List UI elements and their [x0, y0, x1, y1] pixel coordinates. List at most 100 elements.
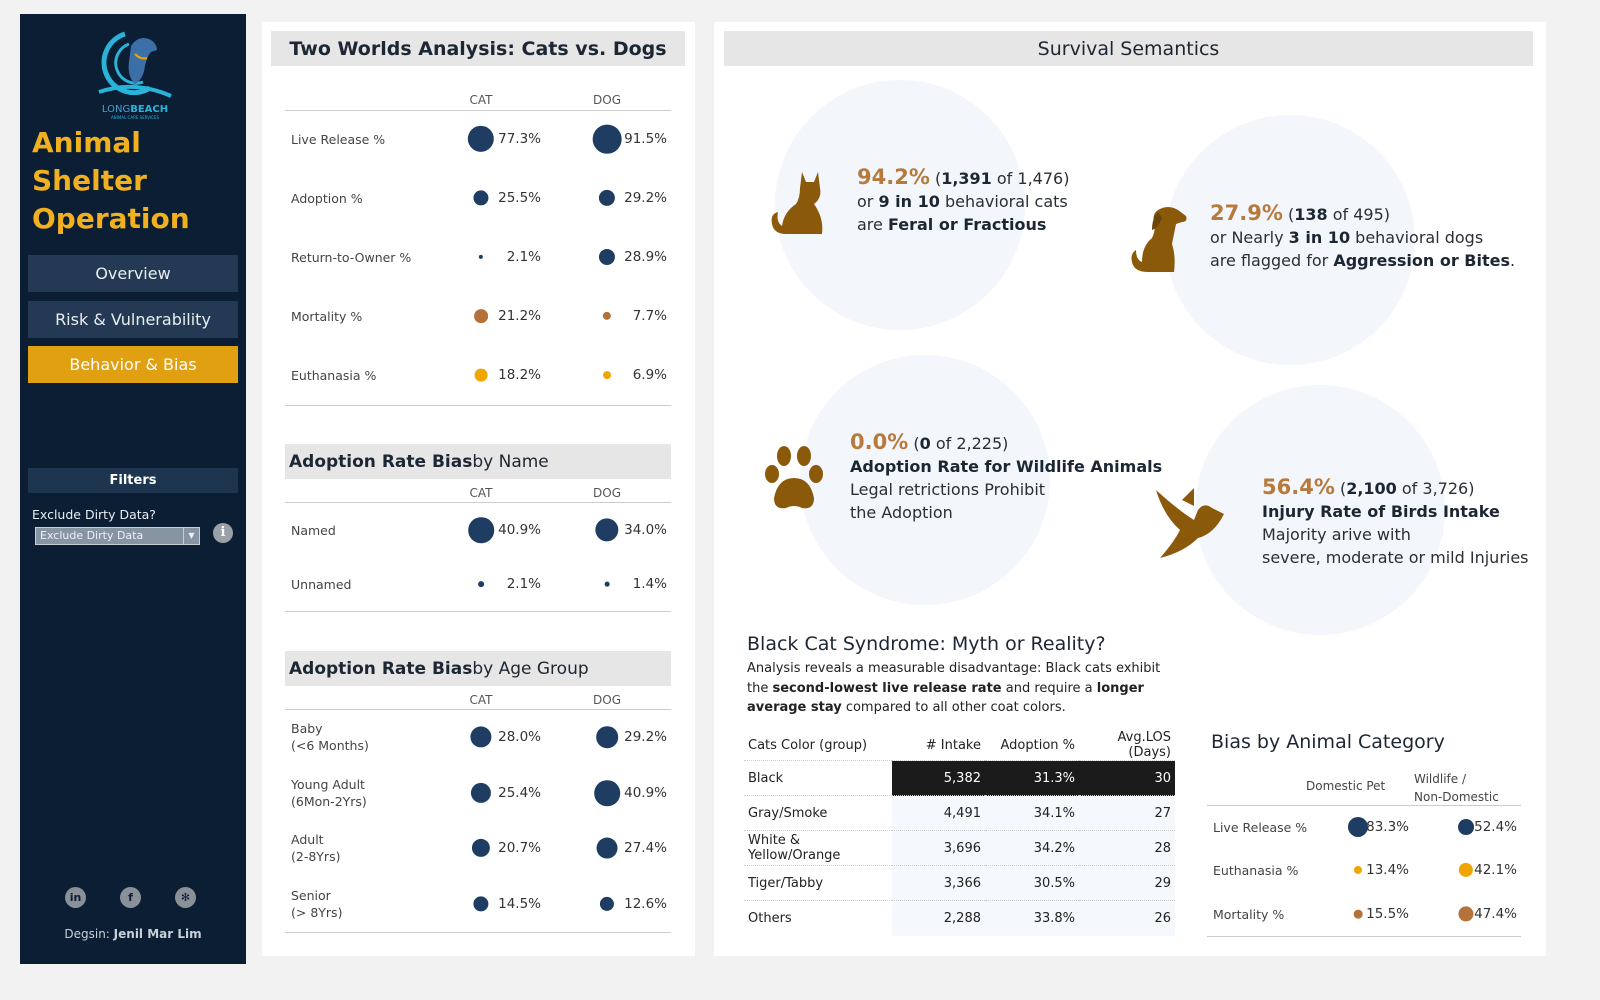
col-header-wildlife: Wildlife / Non-Domestic [1414, 772, 1499, 804]
table-cell: 2,288 [892, 900, 985, 936]
app-title: Animal Shelter Operation [32, 126, 190, 235]
domestic-value: 13.4% [1366, 862, 1409, 878]
table-cell: 27 [1079, 795, 1175, 831]
chevron-down-icon[interactable]: ▼ [183, 528, 199, 544]
filter-label: Exclude Dirty Data? [32, 507, 156, 522]
col-header-dog: DOG [593, 93, 621, 107]
col-header-dog: DOG [593, 486, 621, 500]
cat-value: 20.7% [498, 840, 541, 856]
survival-title: Survival Semantics [724, 31, 1533, 66]
table-cell: 4,491 [892, 795, 985, 831]
divider [285, 502, 671, 503]
metric-row-label: Mortality % [291, 308, 363, 324]
col-header: Adoption % [1000, 737, 1075, 753]
stat-line: are Feral or Fractious [857, 215, 1047, 234]
by-age-title: Adoption Rate Bias by Age Group [285, 651, 671, 686]
table-header-row: Cats Color (group) # Intake Adoption % A… [744, 730, 1175, 761]
bird-icon [1156, 488, 1224, 558]
wildlife-value: 42.1% [1474, 862, 1517, 878]
col-header-cat: CAT [469, 486, 493, 500]
cat-value: 2.1% [506, 576, 541, 592]
table-row[interactable]: Gray/Smoke 4,491 34.1% 27 [744, 795, 1175, 831]
divider [285, 405, 671, 406]
cat-value-dot [470, 782, 492, 804]
col-header-cat: CAT [469, 693, 493, 707]
dog-value-dot [604, 581, 610, 587]
table-row[interactable]: White & Yellow/Orange 3,696 34.2% 28 [744, 830, 1175, 866]
dog-value: 27.4% [624, 840, 667, 856]
table-cell: 33.8% [985, 900, 1079, 936]
nav-overview[interactable]: Overview [28, 255, 238, 292]
wildlife-value-dot [1458, 906, 1474, 922]
dog-value-dot [596, 726, 618, 748]
tableau-icon[interactable]: ✻ [175, 887, 196, 908]
divider [1207, 936, 1521, 937]
black-cat-title: Black Cat Syndrome: Myth or Reality? [747, 633, 1106, 655]
cat-value: 18.2% [498, 367, 541, 383]
wildlife-value: 52.4% [1474, 819, 1517, 835]
table-cell: 30 [1079, 760, 1175, 796]
cat-value-dot [473, 190, 489, 206]
dog-value: 91.5% [624, 131, 667, 147]
col-header-dog: DOG [593, 693, 621, 707]
stat-line: Majority arive with [1262, 525, 1411, 544]
cat-value: 28.0% [498, 729, 541, 745]
dog-value-dot [595, 518, 619, 542]
cat-icon [771, 172, 823, 234]
stat-line: Adoption Rate for Wildlife Animals [850, 457, 1163, 476]
stat-total: 495 [1353, 205, 1384, 224]
dog-value-dot [603, 371, 611, 379]
dog-value-dot [602, 311, 612, 321]
table-row[interactable]: Tiger/Tabby 3,366 30.5% 29 [744, 865, 1175, 901]
stat-headline: 94.2% (1,391 of 1,476) [857, 165, 1070, 189]
stat-headline: 56.4% (2,100 of 3,726) [1262, 475, 1475, 499]
table-cell: 5,382 [892, 760, 985, 796]
metric-row-label: Adoption % [291, 190, 363, 206]
stat-percent: 56.4% [1262, 475, 1335, 499]
exclude-dirty-data-dropdown[interactable]: Exclude Dirty Data ▼ [35, 527, 200, 545]
svg-text:LONGBEACH: LONGBEACH [102, 104, 168, 115]
domestic-value-dot [1353, 909, 1363, 919]
facebook-icon[interactable]: f [120, 887, 141, 908]
col-header: Avg.LOS (Days) [1117, 730, 1171, 760]
domestic-value: 83.3% [1366, 819, 1409, 835]
age-row-label: Young Adult (6Mon-2Yrs) [291, 777, 367, 809]
nav-behavior-bias[interactable]: Behavior & Bias [28, 346, 238, 383]
stat-line: Injury Rate of Birds Intake [1262, 502, 1500, 521]
cat-value-dot [478, 581, 484, 587]
stat-card-dog: 27.9% (138 of 495) or Nearly 3 in 10 beha… [1210, 202, 1515, 272]
col-header: # Intake [925, 737, 981, 753]
domestic-value: 15.5% [1366, 906, 1409, 922]
linkedin-icon[interactable]: in [65, 887, 86, 908]
black-cat-description: Analysis reveals a measurable disadvanta… [747, 661, 1161, 715]
table-cell: Gray/Smoke [744, 795, 892, 831]
stat-total: 3,726 [1422, 479, 1469, 498]
table-cell: 34.1% [985, 795, 1079, 831]
info-icon[interactable]: i [213, 523, 233, 543]
cat-value: 2.1% [506, 249, 541, 265]
domestic-value-dot [1347, 816, 1369, 838]
dog-icon [1131, 207, 1187, 272]
table-row[interactable]: Others 2,288 33.8% 26 [744, 900, 1175, 936]
table-cell: 3,366 [892, 865, 985, 901]
metric-row-label: Live Release % [291, 131, 386, 147]
dog-value: 12.6% [624, 896, 667, 912]
stat-line: or Nearly 3 in 10 behavioral dogs [1210, 228, 1484, 247]
stat-percent: 0.0% [850, 430, 909, 454]
cat-color-table: Cats Color (group) # Intake Adoption % A… [744, 730, 1175, 936]
stat-of: of [1401, 479, 1418, 498]
cat-value: 14.5% [498, 896, 541, 912]
table-row[interactable]: Black 5,382 31.3% 30 [744, 760, 1175, 796]
by-name-title: Adoption Rate Bias by Name [285, 444, 671, 479]
dog-value: 29.2% [624, 729, 667, 745]
stat-count: 2,100 [1346, 479, 1397, 498]
stat-count: 1,391 [941, 169, 992, 188]
divider [1207, 805, 1521, 806]
divider [285, 932, 671, 933]
nav-risk-vulnerability[interactable]: Risk & Vulnerability [28, 301, 238, 338]
stat-percent: 27.9% [1210, 201, 1283, 225]
filters-heading: Filters [28, 468, 238, 493]
dog-value-dot [596, 837, 618, 859]
table-cell: 28 [1079, 830, 1175, 866]
dog-value: 29.2% [624, 190, 667, 206]
